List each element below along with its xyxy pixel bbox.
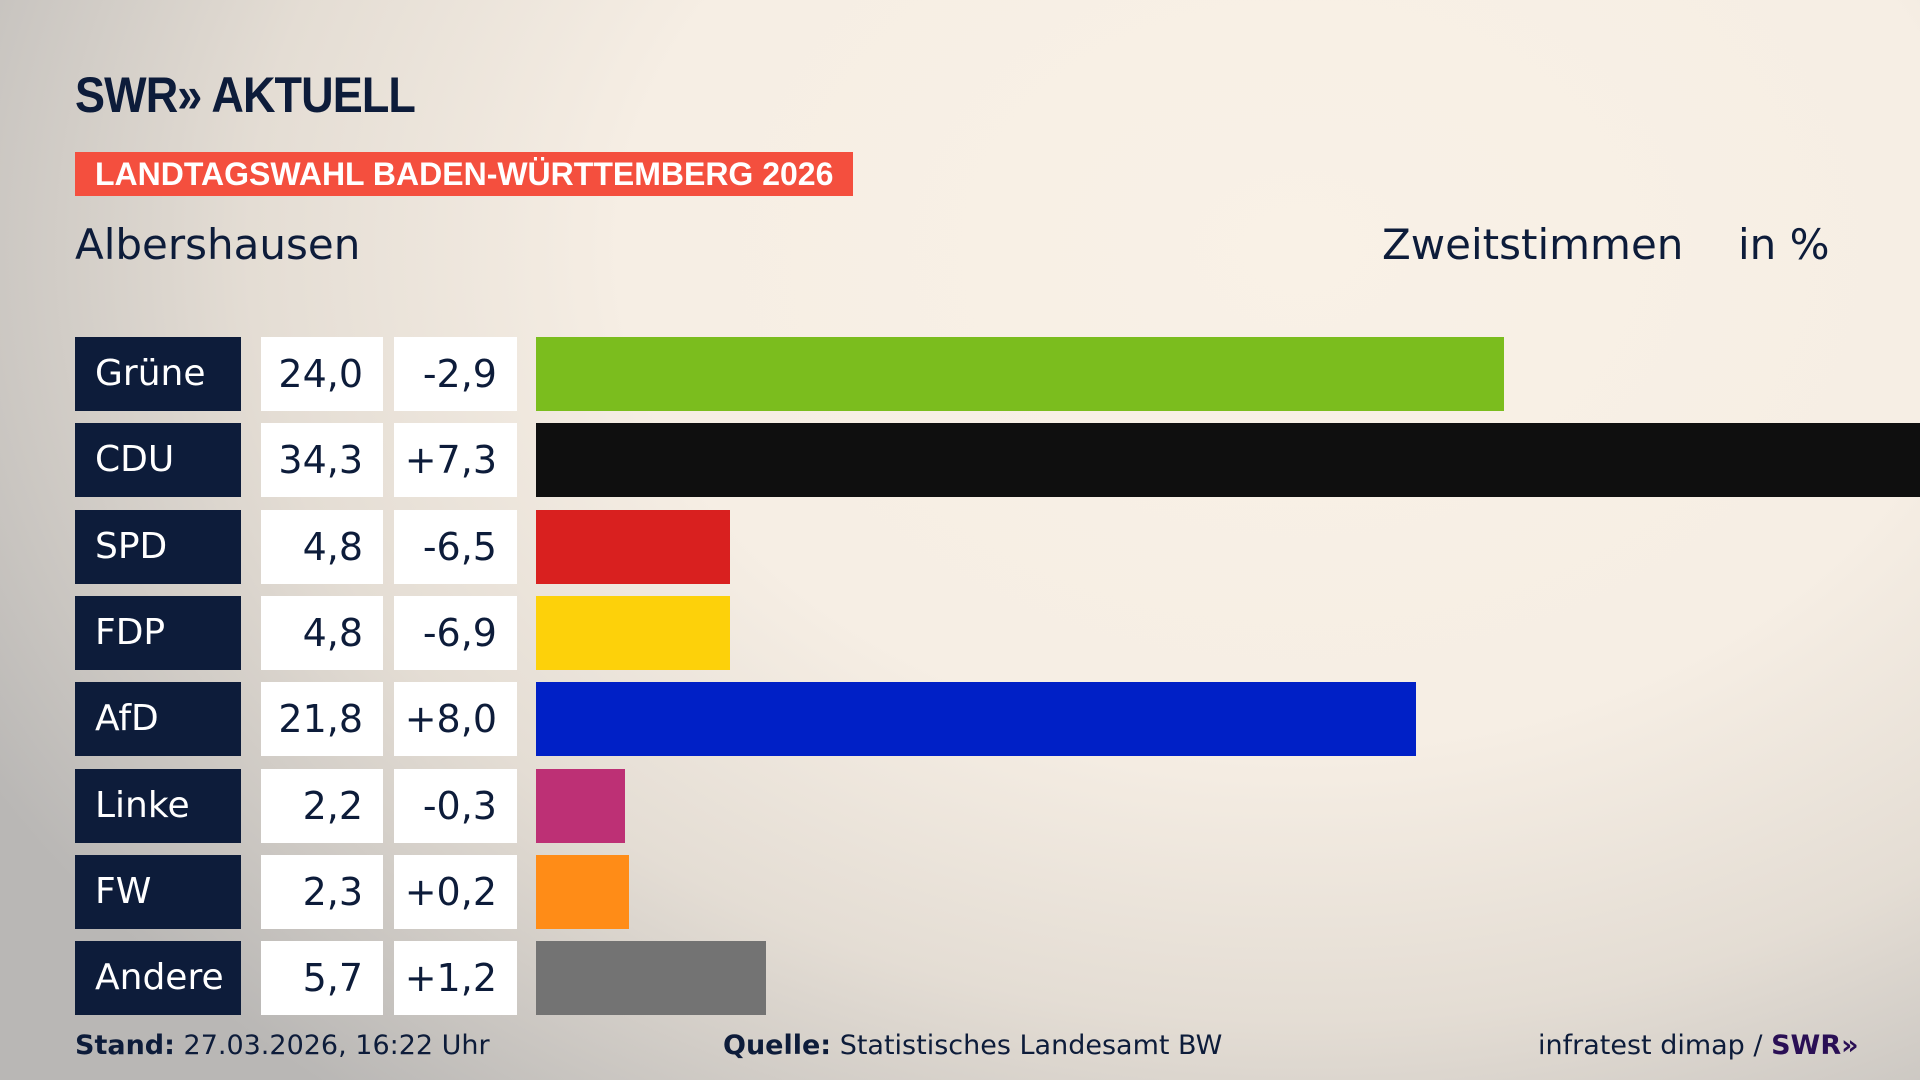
party-bar [536, 509, 730, 584]
swr-aktuell-logo: SWR» AKTUELL [75, 67, 416, 123]
party-label: FDP [75, 595, 241, 670]
party-bar [536, 423, 1920, 498]
party-change: +1,2 [394, 941, 517, 1016]
source: Quelle: Statistisches Landesamt BW [723, 1030, 1222, 1061]
party-label: FW [75, 854, 241, 929]
party-bar [536, 941, 766, 1016]
party-value: 34,3 [261, 423, 383, 498]
party-value: 21,8 [261, 682, 383, 757]
party-value: 2,2 [261, 768, 383, 843]
party-label: Andere [75, 941, 241, 1016]
party-bar [536, 854, 629, 929]
region-title: Albershausen [75, 220, 361, 269]
party-label: Grüne [75, 337, 241, 411]
party-change: -0,3 [394, 768, 517, 843]
credit-text: infratest dimap / [1538, 1030, 1763, 1061]
credit: infratest dimap / SWR» [1538, 1030, 1859, 1061]
election-banner: LANDTAGSWAHL BADEN-WÜRTTEMBERG 2026 [75, 152, 854, 196]
party-value: 2,3 [261, 854, 383, 929]
source-label: Quelle: [723, 1030, 832, 1061]
party-value: 5,7 [261, 941, 383, 1016]
party-change: +0,2 [394, 854, 517, 929]
party-bar [536, 768, 625, 843]
measure-label: Zweitstimmen [1382, 220, 1684, 269]
swr-logo-small: SWR» [1771, 1030, 1859, 1061]
party-bar [536, 595, 730, 670]
party-value: 24,0 [261, 337, 383, 411]
party-bar [536, 682, 1416, 757]
unit-label: in % [1738, 220, 1830, 269]
party-change: -6,5 [394, 509, 517, 584]
source-value: Statistisches Landesamt BW [839, 1030, 1223, 1061]
stand-value: 27.03.2026, 16:22 Uhr [183, 1030, 490, 1061]
stand-label: Stand: [75, 1030, 175, 1061]
party-value: 4,8 [261, 595, 383, 670]
party-change: +7,3 [394, 423, 517, 498]
party-label: AfD [75, 682, 241, 757]
party-change: +8,0 [394, 682, 517, 757]
party-change: -6,9 [394, 595, 517, 670]
timestamp: Stand: 27.03.2026, 16:22 Uhr [75, 1030, 490, 1061]
party-bar [536, 337, 1505, 411]
party-value: 4,8 [261, 509, 383, 584]
party-change: -2,9 [394, 337, 517, 411]
party-label: SPD [75, 509, 241, 584]
party-label: CDU [75, 423, 241, 498]
party-label: Linke [75, 768, 241, 843]
